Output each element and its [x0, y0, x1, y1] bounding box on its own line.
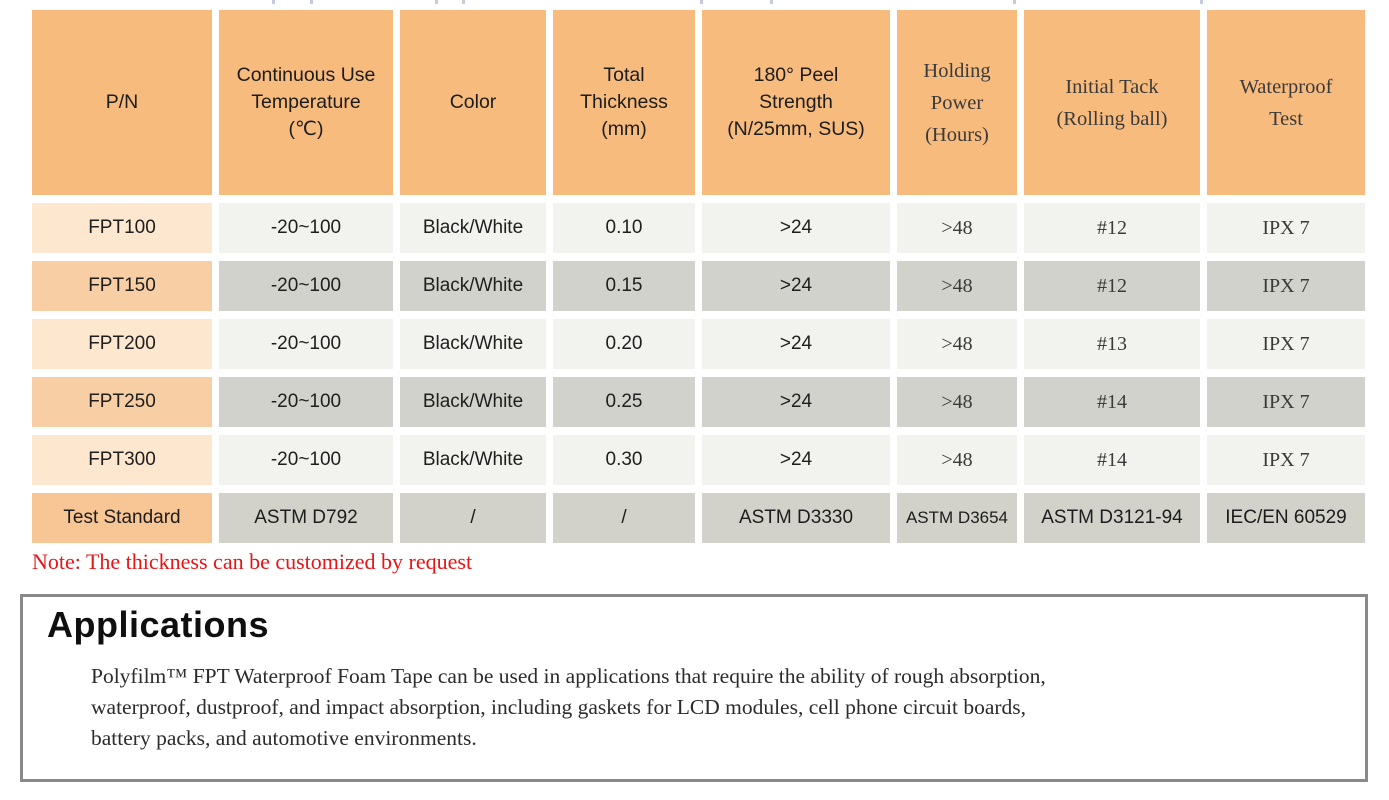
- row-1-cell-4: >24: [702, 261, 890, 311]
- test-standard-cell-7: IEC/EN 60529: [1207, 493, 1365, 543]
- row-3-cell-2: Black/White: [400, 377, 546, 427]
- test-standard-cell-0: Test Standard: [32, 493, 212, 543]
- column-header-2: Color: [400, 10, 546, 195]
- row-2-cell-0: FPT200: [32, 319, 212, 369]
- row-2-cell-2: Black/White: [400, 319, 546, 369]
- row-4-cell-1: -20~100: [219, 435, 393, 485]
- row-4-cell-0: FPT300: [32, 435, 212, 485]
- test-standard-cell-2: /: [400, 493, 546, 543]
- row-3-cell-5: >48: [897, 377, 1017, 427]
- test-standard-cell-4: ASTM D3330: [702, 493, 890, 543]
- row-1-cell-1: -20~100: [219, 261, 393, 311]
- test-standard-cell-3: /: [553, 493, 695, 543]
- row-1-cell-3: 0.15: [553, 261, 695, 311]
- applications-body-line-0: Polyfilm™ FPT Waterproof Foam Tape can b…: [91, 664, 1046, 688]
- row-4-cell-5: >48: [897, 435, 1017, 485]
- thickness-note: Note: The thickness can be customized by…: [32, 549, 473, 574]
- row-3-cell-1: -20~100: [219, 377, 393, 427]
- column-header-4: 180° Peel Strength (N/25mm, SUS): [702, 10, 890, 195]
- applications-body-line-1: waterproof, dustproof, and impact absorp…: [91, 695, 1027, 719]
- row-3-cell-0: FPT250: [32, 377, 212, 427]
- column-header-6: Initial Tack (Rolling ball): [1024, 10, 1200, 195]
- cropped-text-artifact: [700, 0, 703, 4]
- row-4-cell-3: 0.30: [553, 435, 695, 485]
- row-2-cell-6: #13: [1024, 319, 1200, 369]
- test-standard-cell-1: ASTM D792: [219, 493, 393, 543]
- row-0-cell-7: IPX 7: [1207, 203, 1365, 253]
- row-3-cell-7: IPX 7: [1207, 377, 1365, 427]
- row-3-cell-4: >24: [702, 377, 890, 427]
- cropped-text-artifact: [1013, 0, 1016, 4]
- applications-title: Applications: [47, 604, 270, 645]
- cropped-text-artifact: [1200, 0, 1203, 4]
- column-header-3: Total Thickness (mm): [553, 10, 695, 195]
- row-3-cell-3: 0.25: [553, 377, 695, 427]
- row-0-cell-3: 0.10: [553, 203, 695, 253]
- row-4-cell-6: #14: [1024, 435, 1200, 485]
- cropped-text-artifact: [310, 0, 313, 4]
- cropped-text-artifact: [462, 0, 465, 4]
- row-2-cell-7: IPX 7: [1207, 319, 1365, 369]
- applications-body-line-2: battery packs, and automotive environmen…: [91, 726, 477, 750]
- column-header-7: Waterproof Test: [1207, 10, 1365, 195]
- row-0-cell-0: FPT100: [32, 203, 212, 253]
- row-2-cell-5: >48: [897, 319, 1017, 369]
- column-header-5: Holding Power (Hours): [897, 10, 1017, 195]
- row-0-cell-4: >24: [702, 203, 890, 253]
- row-1-cell-5: >48: [897, 261, 1017, 311]
- row-4-cell-7: IPX 7: [1207, 435, 1365, 485]
- cropped-text-artifact: [770, 0, 773, 4]
- column-header-0: P/N: [32, 10, 212, 195]
- row-2-cell-4: >24: [702, 319, 890, 369]
- cropped-text-artifact: [435, 0, 438, 4]
- row-0-cell-6: #12: [1024, 203, 1200, 253]
- product-spec-table: P/N Continuous Use Temperature (℃) Color Tota…: [32, 10, 1365, 543]
- column-header-1: Continuous Use Temperature (℃): [219, 10, 393, 195]
- row-1-cell-2: Black/White: [400, 261, 546, 311]
- row-0-cell-1: -20~100: [219, 203, 393, 253]
- row-1-cell-6: #12: [1024, 261, 1200, 311]
- row-4-cell-2: Black/White: [400, 435, 546, 485]
- row-1-cell-0: FPT150: [32, 261, 212, 311]
- row-2-cell-1: -20~100: [219, 319, 393, 369]
- test-standard-cell-6: ASTM D3121-94: [1024, 493, 1200, 543]
- row-2-cell-3: 0.20: [553, 319, 695, 369]
- row-4-cell-4: >24: [702, 435, 890, 485]
- row-0-cell-5: >48: [897, 203, 1017, 253]
- row-1-cell-7: IPX 7: [1207, 261, 1365, 311]
- applications-section: Applications Polyfilm™ FPT Waterproof Fo…: [20, 594, 1368, 782]
- row-3-cell-6: #14: [1024, 377, 1200, 427]
- test-standard-cell-5: ASTM D3654: [897, 493, 1017, 543]
- cropped-text-artifact: [272, 0, 275, 4]
- row-0-cell-2: Black/White: [400, 203, 546, 253]
- applications-body: Polyfilm™ FPT Waterproof Foam Tape can b…: [91, 661, 1345, 754]
